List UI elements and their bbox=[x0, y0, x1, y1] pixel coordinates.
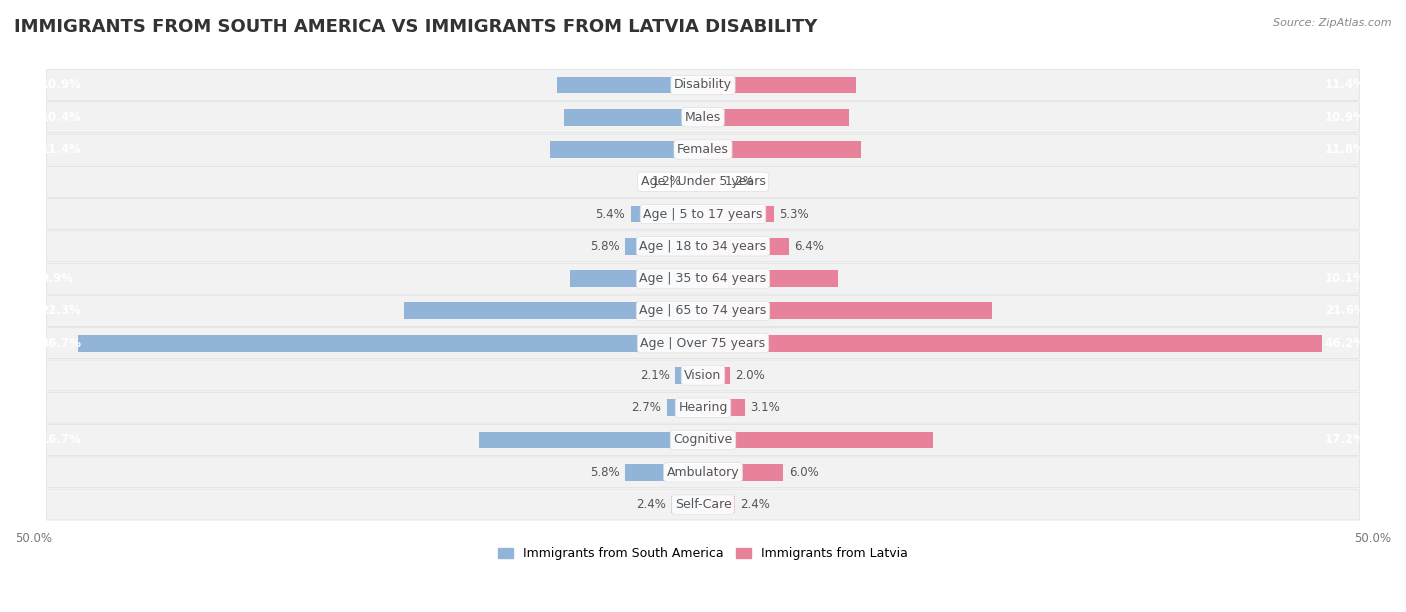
Bar bbox=[703, 173, 718, 190]
Bar bbox=[703, 335, 1322, 351]
FancyBboxPatch shape bbox=[46, 489, 1360, 520]
Text: 10.9%: 10.9% bbox=[41, 78, 82, 91]
Text: 16.7%: 16.7% bbox=[41, 433, 82, 447]
Legend: Immigrants from South America, Immigrants from Latvia: Immigrants from South America, Immigrant… bbox=[494, 542, 912, 565]
Text: 3.1%: 3.1% bbox=[749, 401, 779, 414]
Text: Hearing: Hearing bbox=[678, 401, 728, 414]
Text: Vision: Vision bbox=[685, 369, 721, 382]
Text: Age | 65 to 74 years: Age | 65 to 74 years bbox=[640, 304, 766, 318]
Text: 11.4%: 11.4% bbox=[41, 143, 82, 156]
Bar bbox=[703, 399, 745, 416]
Text: 2.1%: 2.1% bbox=[640, 369, 669, 382]
Bar bbox=[626, 238, 703, 255]
Text: Age | Under 5 years: Age | Under 5 years bbox=[641, 175, 765, 188]
Text: 5.4%: 5.4% bbox=[596, 207, 626, 220]
Bar bbox=[557, 76, 703, 94]
Bar bbox=[703, 76, 856, 94]
Bar bbox=[571, 271, 703, 287]
Text: Males: Males bbox=[685, 111, 721, 124]
Bar bbox=[703, 109, 849, 125]
Text: 2.0%: 2.0% bbox=[735, 369, 765, 382]
Bar bbox=[671, 496, 703, 513]
Bar bbox=[626, 464, 703, 480]
FancyBboxPatch shape bbox=[46, 134, 1360, 165]
FancyBboxPatch shape bbox=[46, 296, 1360, 326]
Bar bbox=[77, 335, 703, 351]
Bar bbox=[703, 302, 993, 319]
Bar bbox=[703, 206, 773, 222]
Text: 17.2%: 17.2% bbox=[1324, 433, 1365, 447]
Text: 11.8%: 11.8% bbox=[1324, 143, 1365, 156]
Text: 6.4%: 6.4% bbox=[794, 240, 824, 253]
Text: 10.1%: 10.1% bbox=[1324, 272, 1365, 285]
Bar bbox=[666, 399, 703, 416]
Text: 21.6%: 21.6% bbox=[1324, 304, 1365, 318]
Bar bbox=[405, 302, 703, 319]
Bar bbox=[688, 173, 703, 190]
Bar bbox=[703, 238, 789, 255]
Bar bbox=[703, 464, 783, 480]
Bar bbox=[703, 431, 934, 449]
FancyBboxPatch shape bbox=[46, 263, 1360, 294]
Text: IMMIGRANTS FROM SOUTH AMERICA VS IMMIGRANTS FROM LATVIA DISABILITY: IMMIGRANTS FROM SOUTH AMERICA VS IMMIGRA… bbox=[14, 18, 817, 36]
FancyBboxPatch shape bbox=[46, 166, 1360, 197]
Bar bbox=[479, 431, 703, 449]
Text: Cognitive: Cognitive bbox=[673, 433, 733, 447]
FancyBboxPatch shape bbox=[46, 198, 1360, 230]
Bar bbox=[631, 206, 703, 222]
Text: Age | 5 to 17 years: Age | 5 to 17 years bbox=[644, 207, 762, 220]
Text: Self-Care: Self-Care bbox=[675, 498, 731, 511]
Text: 5.8%: 5.8% bbox=[591, 240, 620, 253]
Text: 10.9%: 10.9% bbox=[1324, 111, 1365, 124]
Text: 6.0%: 6.0% bbox=[789, 466, 818, 479]
Text: Age | 35 to 64 years: Age | 35 to 64 years bbox=[640, 272, 766, 285]
Bar bbox=[703, 367, 730, 384]
Bar bbox=[703, 271, 838, 287]
Bar bbox=[703, 141, 860, 158]
Text: 5.3%: 5.3% bbox=[779, 207, 808, 220]
Text: 1.2%: 1.2% bbox=[652, 175, 682, 188]
Text: 1.2%: 1.2% bbox=[724, 175, 754, 188]
Text: 46.7%: 46.7% bbox=[41, 337, 82, 349]
Text: Females: Females bbox=[678, 143, 728, 156]
Bar bbox=[550, 141, 703, 158]
Text: 46.2%: 46.2% bbox=[1324, 337, 1365, 349]
Text: Disability: Disability bbox=[673, 78, 733, 91]
Bar bbox=[564, 109, 703, 125]
Text: Age | Over 75 years: Age | Over 75 years bbox=[641, 337, 765, 349]
Text: 5.8%: 5.8% bbox=[591, 466, 620, 479]
Bar bbox=[675, 367, 703, 384]
Text: Age | 18 to 34 years: Age | 18 to 34 years bbox=[640, 240, 766, 253]
FancyBboxPatch shape bbox=[46, 457, 1360, 488]
Text: Ambulatory: Ambulatory bbox=[666, 466, 740, 479]
FancyBboxPatch shape bbox=[46, 102, 1360, 133]
Text: 2.4%: 2.4% bbox=[636, 498, 665, 511]
Bar bbox=[703, 496, 735, 513]
FancyBboxPatch shape bbox=[46, 425, 1360, 455]
Text: 2.4%: 2.4% bbox=[741, 498, 770, 511]
FancyBboxPatch shape bbox=[46, 231, 1360, 262]
FancyBboxPatch shape bbox=[46, 392, 1360, 424]
Text: 10.4%: 10.4% bbox=[41, 111, 82, 124]
FancyBboxPatch shape bbox=[46, 360, 1360, 391]
Text: 9.9%: 9.9% bbox=[41, 272, 73, 285]
Text: 22.3%: 22.3% bbox=[41, 304, 82, 318]
FancyBboxPatch shape bbox=[46, 327, 1360, 359]
Text: 2.7%: 2.7% bbox=[631, 401, 661, 414]
Text: Source: ZipAtlas.com: Source: ZipAtlas.com bbox=[1274, 18, 1392, 28]
FancyBboxPatch shape bbox=[46, 69, 1360, 100]
Text: 11.4%: 11.4% bbox=[1324, 78, 1365, 91]
